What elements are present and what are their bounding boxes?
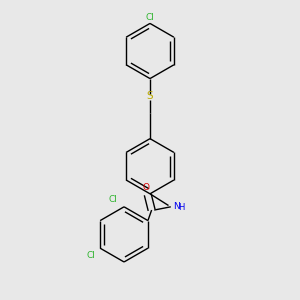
Text: Cl: Cl <box>109 195 118 204</box>
Text: Cl: Cl <box>146 13 154 22</box>
Text: Cl: Cl <box>86 251 95 260</box>
Text: N: N <box>173 202 179 211</box>
Text: H: H <box>178 203 185 212</box>
Text: S: S <box>147 92 153 101</box>
Text: O: O <box>142 183 150 192</box>
